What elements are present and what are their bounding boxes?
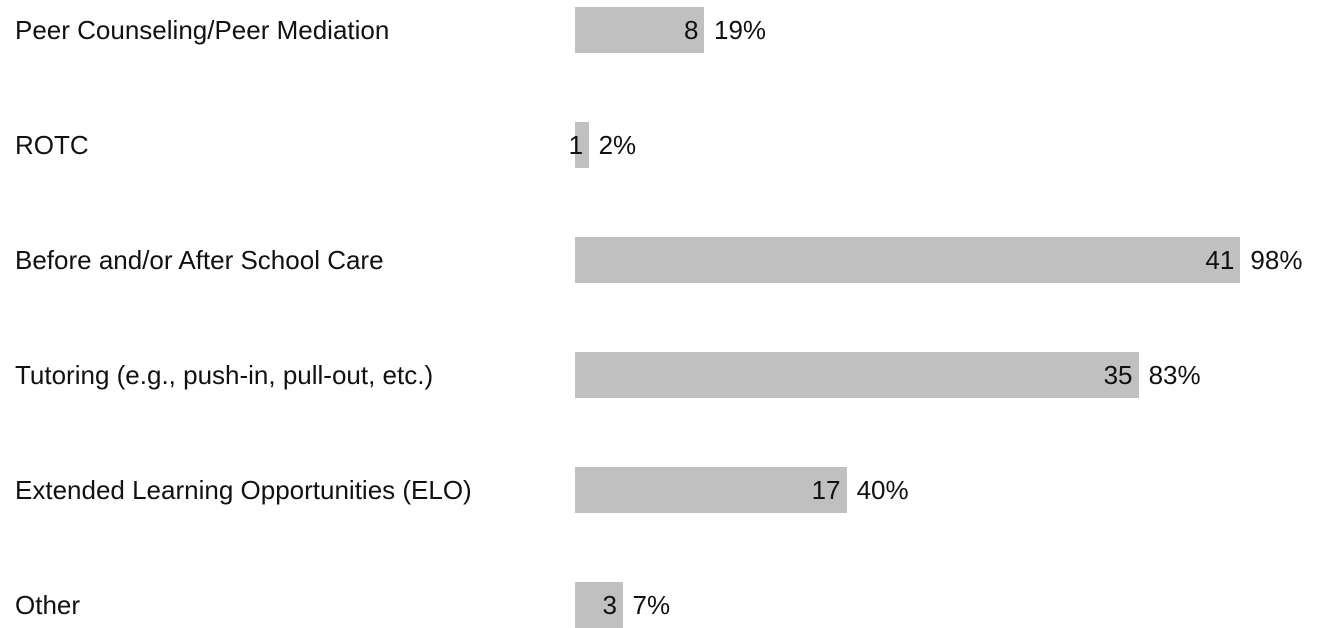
count-label: 35 [1103,359,1133,390]
bar [575,122,589,168]
bar [575,7,704,53]
category-label: Tutoring (e.g., push-in, pull-out, etc.) [15,360,434,390]
count-label: 3 [602,589,617,620]
category-label: Before and/or After School Care [15,245,384,275]
bar [575,582,623,628]
count-label: 41 [1205,244,1235,275]
count-label: 1 [568,129,584,160]
category-label: Other [15,590,81,620]
count-label: 8 [684,14,699,45]
bar [575,467,847,513]
bar [575,352,1139,398]
value-label: 40% [856,474,909,505]
value-label: 2% [598,129,637,160]
value-label: 19% [714,14,767,45]
category-label: Extended Learning Opportunities (ELO) [15,475,472,505]
value-label: 7% [632,589,671,620]
value-label: 83% [1148,359,1201,390]
bar [575,237,1241,283]
value-label: 98% [1250,244,1303,275]
category-label: ROTC [15,130,89,160]
count-label: 17 [811,474,841,505]
category-label: Peer Counseling/Peer Mediation [15,15,390,45]
